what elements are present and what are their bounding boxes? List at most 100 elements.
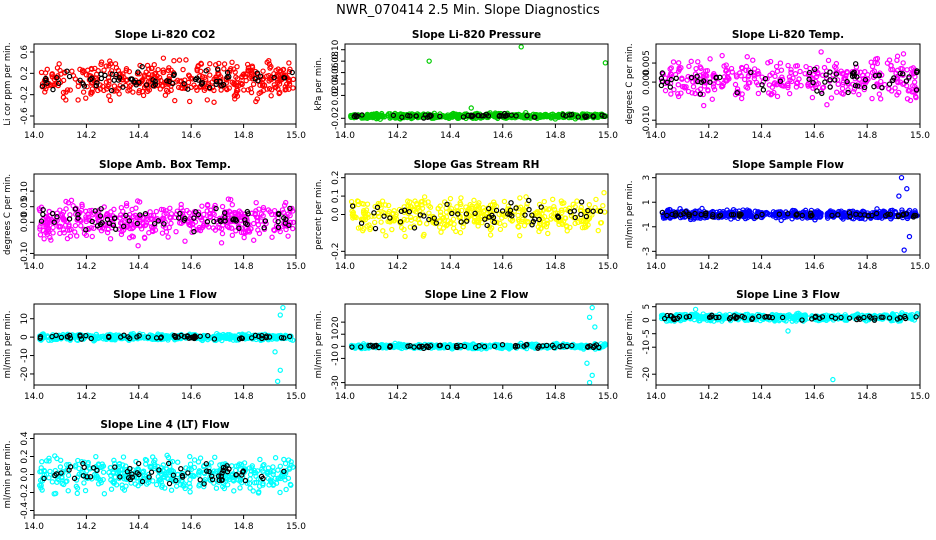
- data-point: [393, 343, 400, 349]
- data-point: [103, 86, 110, 92]
- data-point-black: [413, 113, 420, 119]
- x-tick-label: 14.4: [440, 131, 460, 141]
- data-point: [250, 220, 257, 227]
- data-point-black: [120, 84, 126, 90]
- data-point: [480, 208, 487, 215]
- data-point-black: [529, 212, 535, 218]
- data-point-black: [759, 211, 765, 218]
- data-point: [675, 91, 681, 97]
- data-point-black: [266, 334, 273, 340]
- data-point: [541, 198, 547, 205]
- data-point: [73, 211, 79, 217]
- data-point: [233, 89, 240, 96]
- outlier-point: [280, 304, 286, 311]
- x-tick-label: 14.6: [181, 131, 201, 141]
- data-points: [36, 196, 296, 249]
- data-point: [352, 343, 358, 349]
- data-point-black: [113, 226, 119, 232]
- data-point: [183, 57, 189, 63]
- x-tick-label: 14.2: [388, 392, 408, 402]
- data-point: [253, 199, 259, 206]
- data-point: [271, 82, 277, 88]
- x-tick-label: 14.6: [493, 262, 513, 272]
- data-point-black: [597, 208, 604, 214]
- data-point-black: [799, 212, 805, 219]
- data-point: [91, 210, 97, 217]
- data-point: [56, 224, 62, 230]
- data-point: [742, 317, 749, 324]
- data-point: [810, 85, 816, 91]
- data-point-black: [381, 213, 387, 219]
- x-tick-label: 14.8: [234, 131, 254, 141]
- data-point: [818, 49, 824, 55]
- data-point: [252, 210, 258, 217]
- data-point-black: [601, 113, 607, 119]
- outlier-point: [272, 349, 278, 355]
- data-point-black: [827, 77, 833, 83]
- data-point: [234, 87, 240, 93]
- data-point-black: [407, 342, 413, 349]
- data-point: [453, 228, 459, 235]
- data-point-black: [54, 214, 60, 220]
- data-point: [910, 83, 916, 89]
- data-point-black: [139, 64, 145, 70]
- data-point-black: [244, 208, 251, 215]
- data-point: [290, 225, 296, 232]
- x-tick-label: 14.4: [129, 131, 149, 141]
- data-point: [123, 66, 130, 72]
- data-point: [457, 229, 464, 236]
- data-point: [688, 58, 694, 65]
- x-tick-label: 14.8: [545, 392, 565, 402]
- data-point: [182, 238, 188, 244]
- data-point: [152, 227, 159, 233]
- data-point-black: [535, 345, 541, 351]
- data-point-black: [900, 211, 907, 217]
- data-point: [83, 72, 90, 78]
- data-point: [186, 73, 193, 79]
- data-point: [243, 77, 249, 84]
- outlier-point: [586, 379, 593, 385]
- data-point: [78, 223, 84, 229]
- data-point-black: [496, 113, 502, 119]
- y-tick-label: 3: [642, 175, 652, 181]
- data-point-black: [263, 334, 270, 341]
- data-point-black: [501, 110, 508, 117]
- data-point-black: [493, 207, 500, 214]
- data-point: [562, 206, 569, 213]
- data-point: [228, 196, 234, 203]
- data-point-black: [437, 113, 443, 120]
- data-point-black: [485, 205, 492, 212]
- data-point-black: [387, 344, 393, 350]
- data-point: [207, 207, 214, 213]
- data-point: [878, 78, 884, 85]
- data-point-black: [142, 211, 149, 217]
- data-point: [271, 207, 278, 214]
- data-point: [549, 196, 556, 203]
- data-point: [445, 114, 451, 120]
- data-point: [834, 89, 840, 95]
- data-point: [227, 209, 233, 215]
- data-point-black: [170, 72, 177, 79]
- data-point: [544, 217, 550, 224]
- data-point: [111, 83, 118, 89]
- data-point: [155, 66, 161, 73]
- y-tick-label: 0.2: [20, 66, 30, 80]
- data-point: [85, 214, 91, 220]
- y-tick-label: -20: [20, 366, 30, 381]
- data-point: [286, 78, 292, 85]
- data-point: [241, 87, 247, 93]
- data-point-black: [810, 79, 816, 86]
- data-point: [421, 231, 427, 238]
- data-point-black: [150, 77, 156, 83]
- data-point: [739, 65, 746, 72]
- data-point: [582, 222, 588, 228]
- data-point: [286, 76, 292, 83]
- data-point: [745, 74, 751, 80]
- data-point-black: [458, 219, 464, 225]
- data-point-black: [98, 206, 104, 212]
- data-point: [784, 214, 790, 220]
- data-point: [764, 210, 771, 217]
- data-point: [75, 97, 81, 103]
- data-point-black: [748, 69, 754, 76]
